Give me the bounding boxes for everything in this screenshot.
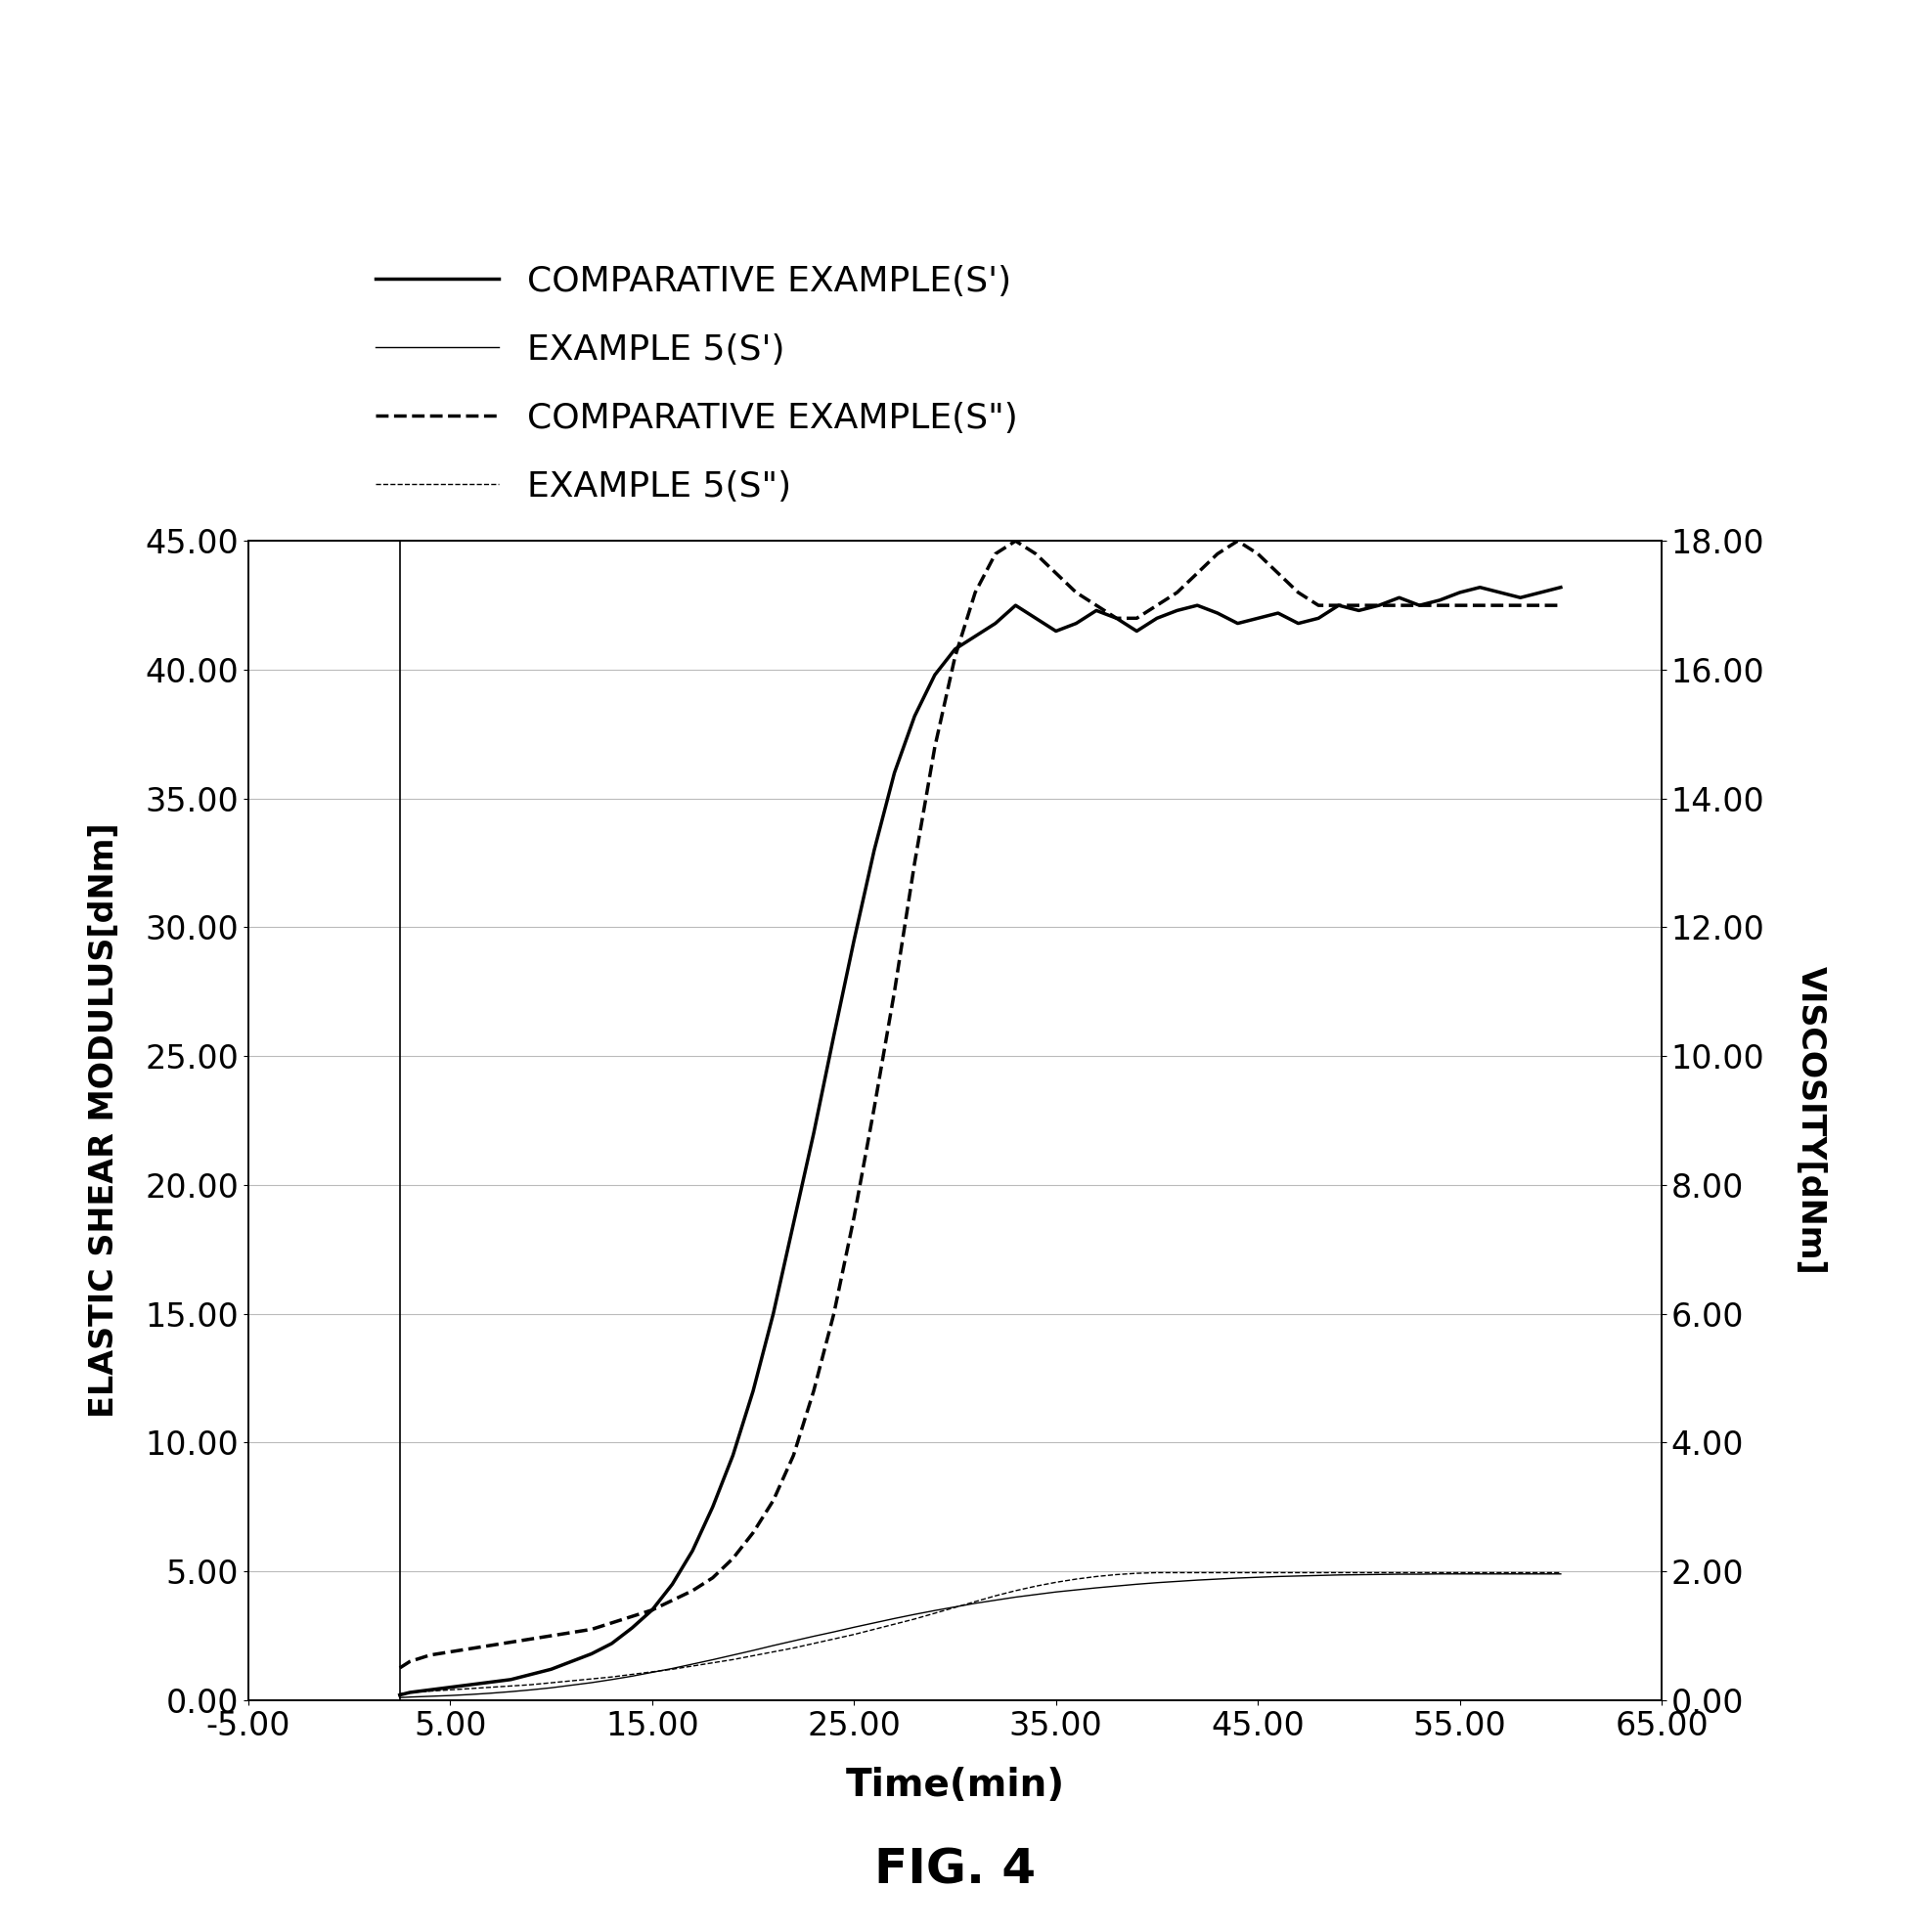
EXAMPLE 5(S'): [388, 1687, 411, 1710]
EXAMPLE 5(S'): [560, 1673, 583, 1696]
COMPARATIVE EXAMPLE(S'): [682, 1540, 705, 1563]
Line: COMPARATIVE EXAMPLE(S"): COMPARATIVE EXAMPLE(S"): [399, 541, 1560, 1667]
COMPARATIVE EXAMPLE(S"): [1549, 593, 1572, 616]
COMPARATIVE EXAMPLE(S'): [1226, 612, 1249, 636]
COMPARATIVE EXAMPLE(S'): [388, 1683, 411, 1706]
Y-axis label: VISCOSITY[dNm]: VISCOSITY[dNm]: [1795, 966, 1828, 1275]
COMPARATIVE EXAMPLE(S"): [682, 1578, 705, 1602]
COMPARATIVE EXAMPLE(S"): [418, 1644, 441, 1667]
EXAMPLE 5(S'): [1549, 1563, 1572, 1586]
COMPARATIVE EXAMPLE(S"): [388, 1656, 411, 1679]
Line: EXAMPLE 5(S'): EXAMPLE 5(S'): [399, 1575, 1560, 1698]
Y-axis label: ELASTIC SHEAR MODULUS[dNm]: ELASTIC SHEAR MODULUS[dNm]: [88, 823, 120, 1418]
COMPARATIVE EXAMPLE(S"): [984, 543, 1007, 566]
EXAMPLE 5(S'): [1429, 1563, 1452, 1586]
Text: FIG. 4: FIG. 4: [875, 1847, 1035, 1893]
EXAMPLE 5(S"): [418, 1679, 441, 1702]
COMPARATIVE EXAMPLE(S"): [499, 1631, 521, 1654]
Legend: COMPARATIVE EXAMPLE(S'), EXAMPLE 5(S'), COMPARATIVE EXAMPLE(S"), EXAMPLE 5(S"): COMPARATIVE EXAMPLE(S'), EXAMPLE 5(S'), …: [361, 251, 1031, 518]
X-axis label: Time(min): Time(min): [846, 1766, 1064, 1804]
COMPARATIVE EXAMPLE(S'): [1469, 576, 1492, 599]
EXAMPLE 5(S'): [1226, 1567, 1249, 1590]
COMPARATIVE EXAMPLE(S'): [984, 612, 1007, 636]
EXAMPLE 5(S"): [388, 1683, 411, 1706]
COMPARATIVE EXAMPLE(S"): [1247, 543, 1270, 566]
EXAMPLE 5(S"): [1146, 1561, 1169, 1584]
COMPARATIVE EXAMPLE(S'): [1549, 576, 1572, 599]
EXAMPLE 5(S'): [682, 1652, 705, 1675]
COMPARATIVE EXAMPLE(S'): [418, 1679, 441, 1702]
EXAMPLE 5(S"): [984, 1584, 1007, 1607]
EXAMPLE 5(S'): [418, 1685, 441, 1708]
EXAMPLE 5(S'): [984, 1588, 1007, 1611]
EXAMPLE 5(S"): [1247, 1561, 1270, 1584]
EXAMPLE 5(S'): [499, 1681, 521, 1704]
EXAMPLE 5(S"): [499, 1675, 521, 1698]
EXAMPLE 5(S"): [560, 1669, 583, 1692]
EXAMPLE 5(S"): [682, 1654, 705, 1677]
COMPARATIVE EXAMPLE(S"): [1005, 529, 1028, 553]
EXAMPLE 5(S"): [1549, 1561, 1572, 1584]
Line: COMPARATIVE EXAMPLE(S'): COMPARATIVE EXAMPLE(S'): [399, 587, 1560, 1694]
COMPARATIVE EXAMPLE(S"): [560, 1621, 583, 1644]
COMPARATIVE EXAMPLE(S'): [499, 1667, 521, 1690]
COMPARATIVE EXAMPLE(S'): [560, 1650, 583, 1673]
Line: EXAMPLE 5(S"): EXAMPLE 5(S"): [399, 1573, 1560, 1694]
